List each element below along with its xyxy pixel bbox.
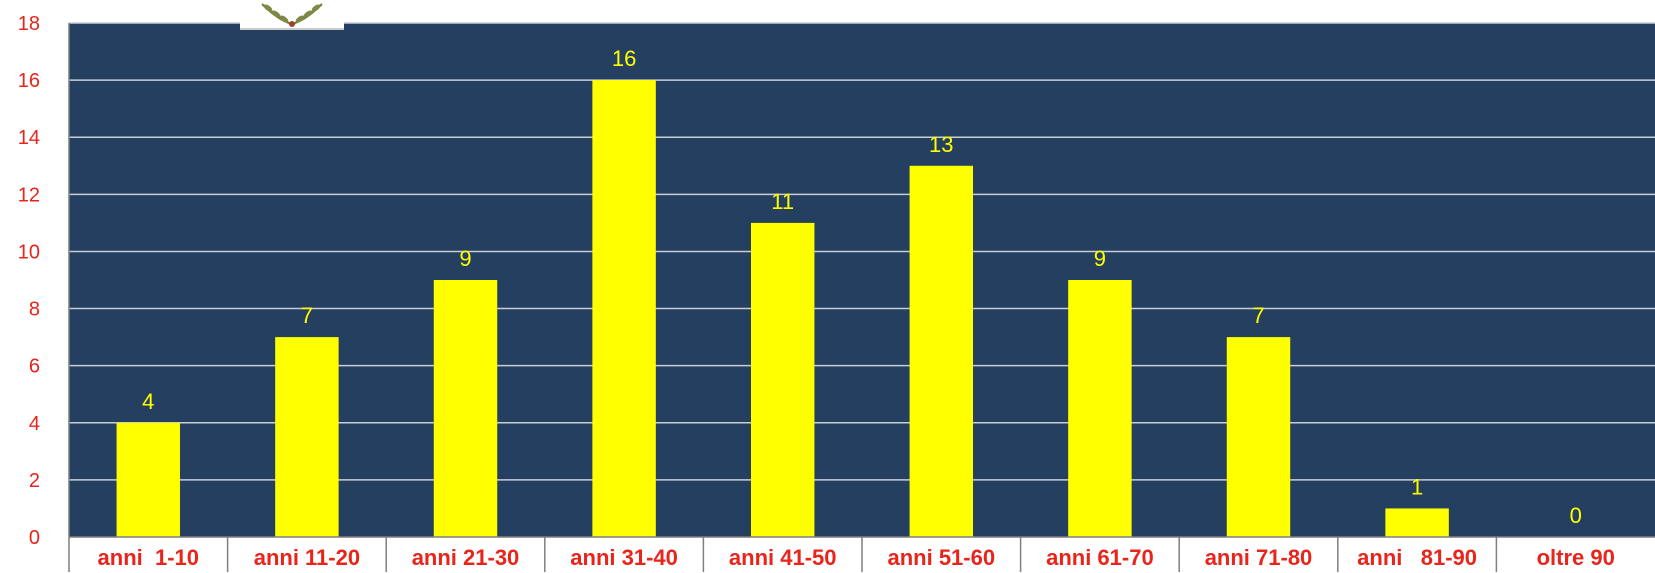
x-axis-category-cells: anni 1-10 anni 11-20 anni 21-30 anni 31-40 a… [69,536,1655,572]
y-tick-label: 14 [18,127,40,149]
laurel-emblem-icon [240,0,344,30]
data-label: 11 [771,189,794,214]
x-tick-label: anni 1-10 [98,545,199,570]
data-label: 9 [1094,246,1106,271]
x-tick-label: anni 31-40 [570,545,678,570]
data-label: 7 [1252,303,1264,328]
x-tick-label: anni 21-30 [412,545,520,570]
bar [1385,508,1449,537]
y-tick-label: 8 [29,299,40,321]
y-tick-label: 2 [29,470,40,492]
x-tick-label: anni 81-90 [1357,545,1477,570]
data-label: 0 [1570,503,1582,528]
x-tick-label: oltre 90 [1537,545,1615,570]
y-tick-label: 10 [18,241,40,263]
y-tick-label: 6 [29,356,40,378]
data-label: 7 [301,303,313,328]
data-labels: 4 7 9 16 11 13 9 7 1 0 [142,46,1582,528]
y-tick-label: 4 [29,413,40,435]
bar [275,337,339,537]
bars [116,80,1449,537]
data-label: 4 [142,389,154,414]
bar [750,222,815,537]
x-tick-label: anni 51-60 [887,545,995,570]
x-tick-label: anni 71-80 [1205,545,1313,570]
bar [433,280,498,537]
x-tick-label: anni 61-70 [1046,545,1154,570]
bar [1226,337,1291,537]
y-tick-label: 12 [18,184,40,206]
bar [1068,280,1132,537]
x-tick-label: anni 41-50 [729,545,837,570]
bar [592,80,656,537]
data-label: 16 [612,46,636,71]
bar [116,422,181,537]
y-tick-label: 0 [29,527,40,549]
y-tick-label: 16 [18,70,40,92]
x-tick-label: anni 11-20 [254,545,360,570]
y-axis-ticks: 0 2 4 6 8 10 12 14 16 18 [18,13,40,549]
data-label: 1 [1411,474,1423,499]
data-label: 13 [929,132,953,157]
y-tick-label: 18 [18,13,40,35]
bar [909,165,974,537]
data-label: 9 [459,246,471,271]
